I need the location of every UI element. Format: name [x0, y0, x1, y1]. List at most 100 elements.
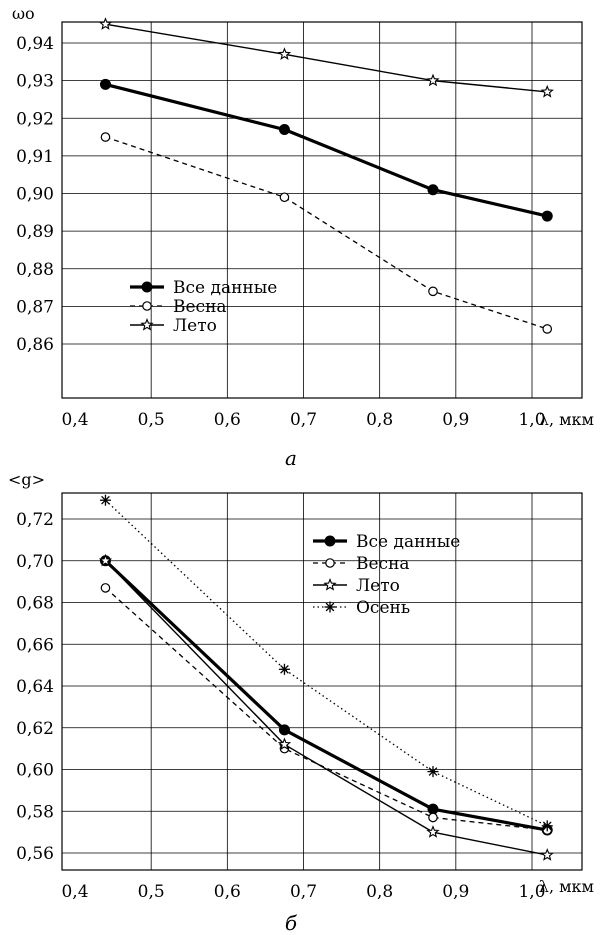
legend-label: Лето: [356, 576, 400, 596]
legend-marker: [142, 301, 152, 311]
data-point: [100, 583, 111, 593]
series-line: [105, 587, 548, 831]
y-tick-label: 0,91: [16, 147, 54, 167]
data-point: [427, 184, 439, 196]
y-tick-label: 0,64: [16, 677, 54, 697]
data-point: [278, 724, 290, 736]
legend-marker: [324, 535, 336, 547]
series-4: [99, 494, 553, 832]
series-3: [98, 553, 554, 861]
data-point: [540, 848, 554, 861]
legend-entry: Весна: [130, 297, 227, 317]
data-point: [278, 124, 290, 136]
series-1: [99, 555, 553, 836]
data-point: [427, 803, 439, 815]
series-line: [105, 23, 548, 93]
x-tick-label: 0,9: [442, 882, 469, 902]
x-axis-label: λ, мкм: [539, 410, 594, 429]
data-point: [99, 78, 111, 90]
legend-marker: [324, 601, 336, 613]
chart-panel-b: 0,4 0,5 0,6 0,7 0,8 0,9 1,0 0,56 0,58 0,60 0,62 0,6…: [8, 470, 594, 935]
legend-entry: Все данные: [313, 532, 460, 552]
x-tick-label: 0,5: [138, 410, 165, 430]
y-tick-label: 0,88: [16, 260, 54, 280]
legend-marker: [141, 281, 153, 293]
y-tick-label: 0,86: [16, 335, 54, 355]
data-point: [428, 812, 438, 823]
series-line: [105, 136, 548, 330]
data-point: [542, 324, 553, 334]
series-2: [100, 132, 553, 334]
data-point: [99, 494, 111, 506]
x-tick-label: 0,8: [366, 882, 393, 902]
legend-label: Лето: [173, 316, 217, 336]
y-axis-label: <g>: [8, 470, 45, 489]
series-1: [99, 78, 553, 222]
legend-label: Весна: [356, 554, 410, 574]
legend-label: Все данные: [173, 278, 277, 298]
x-tick-label: 0,4: [61, 882, 88, 902]
legend-entry: Осень: [313, 598, 410, 618]
x-tick-label: 0,8: [366, 410, 393, 430]
y-tick-label: 0,62: [16, 719, 54, 739]
legend-entry: Лето: [130, 316, 217, 336]
data-point: [541, 820, 553, 832]
chart-panel-a: 0,4 0,5 0,6 0,7 0,8 0,9 1,0 0,86 0,87 0,88 0,89 0,9…: [12, 4, 594, 470]
series-line: [104, 560, 548, 856]
y-tick-label: 0,90: [16, 185, 54, 205]
legend-marker: [323, 578, 337, 591]
series-line: [104, 559, 548, 832]
y-axis-label: ωo: [12, 4, 35, 23]
x-tick-label: 0,7: [290, 410, 317, 430]
legend-entry: Весна: [313, 554, 410, 574]
y-tick-label: 0,66: [16, 635, 54, 655]
legend-label: Осень: [356, 598, 410, 618]
plot-frame: [61, 492, 583, 871]
y-tick-label: 0,60: [16, 761, 54, 781]
data-point: [426, 73, 440, 87]
y-tick-label: 0,68: [16, 594, 54, 614]
legend-entry: Лето: [313, 576, 400, 596]
legend-label: Все данные: [356, 532, 460, 552]
y-tick-label: 0,56: [16, 844, 54, 864]
x-tick-label: 1,0: [518, 410, 545, 430]
legend-entry: Все данные: [130, 278, 277, 298]
y-tick-label: 0,58: [16, 802, 54, 822]
plot-frame: [61, 21, 583, 399]
data-point: [279, 192, 290, 203]
data-point: [278, 663, 290, 675]
data-point: [427, 766, 439, 778]
x-tick-label: 1,0: [518, 882, 545, 902]
x-axis-label: λ, мкм: [539, 877, 594, 896]
series-line: [105, 82, 548, 218]
y-tick-label: 0,92: [16, 109, 54, 129]
y-tick-label: 0,70: [16, 552, 54, 572]
data-point: [428, 286, 438, 297]
data-point: [98, 553, 113, 567]
x-tick-label: 0,6: [214, 882, 241, 902]
y-tick-label: 0,89: [16, 222, 54, 242]
x-tick-label: 0,7: [290, 882, 317, 902]
legend-marker: [140, 318, 154, 331]
x-tick-label: 0,6: [214, 410, 241, 430]
x-tick-label: 0,9: [442, 410, 469, 430]
data-point: [426, 825, 440, 838]
y-tick-label: 0,94: [16, 34, 54, 54]
legend-label: Весна: [173, 297, 227, 317]
series-line: [105, 499, 548, 827]
data-point: [541, 210, 553, 222]
x-tick-label: 0,5: [138, 882, 165, 902]
series-3: [98, 17, 554, 98]
data-point: [277, 737, 292, 751]
x-tick-label: 0,4: [61, 410, 88, 430]
legend-marker: [325, 558, 335, 568]
data-point: [277, 47, 292, 60]
data-point: [540, 84, 554, 98]
y-tick-label: 0,93: [16, 72, 54, 92]
data-point: [98, 17, 113, 30]
panel-label: б: [285, 911, 298, 935]
y-tick-label: 0,72: [16, 510, 54, 530]
